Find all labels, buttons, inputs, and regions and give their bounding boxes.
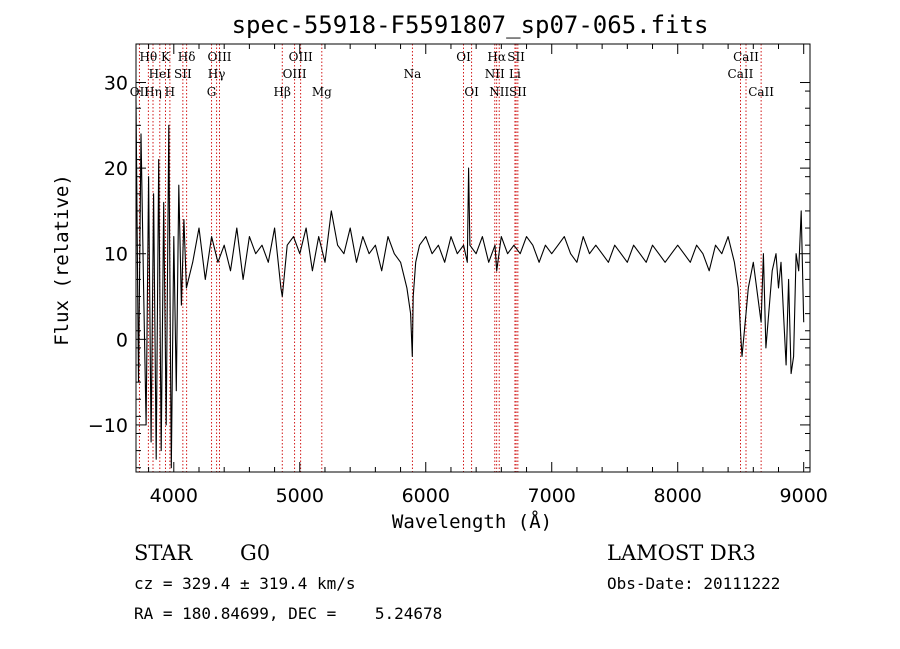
chart-title: spec-55918-F5591807_sp07-065.fits [232, 11, 709, 39]
x-tick-label: 5000 [276, 485, 324, 507]
emission-line-label: CaII [748, 85, 774, 99]
ra-dec: RA = 180.84699, DEC = 5.24678 [134, 604, 442, 623]
emission-line-label: Hγ [208, 67, 226, 81]
emission-line-label: Hα [487, 50, 506, 64]
plot-area: 4000 5000 6000 7000 8000 9000 −10 0 10 20 30 OII Hθ H… [88, 43, 828, 507]
emission-line-label: SII [509, 85, 527, 99]
emission-line-label: H [165, 85, 175, 99]
emission-line-label: CaII [733, 50, 759, 64]
survey-name: LAMOST DR3 [607, 541, 756, 565]
emission-line-label: NII [485, 67, 505, 81]
emission-line-label: NII [489, 85, 509, 99]
obs-date: Obs-Date: 20111222 [607, 574, 780, 593]
x-axis-label: Wavelength (Å) [392, 510, 552, 533]
emission-line-label: OIII [283, 67, 307, 81]
emission-line-label: Hθ [139, 50, 157, 64]
y-axis-label: Flux (relative) [51, 174, 73, 346]
emission-line-label: K [161, 50, 171, 64]
emission-line-label: Li [509, 67, 521, 81]
emission-line-label: Hδ [178, 50, 196, 64]
plot-frame [135, 43, 811, 473]
emission-line-label: SII [507, 50, 525, 64]
object-subclass: G0 [240, 541, 270, 565]
emission-line-label: OI [456, 50, 471, 64]
emission-line-label: OII [130, 85, 150, 99]
x-tick-label: 9000 [780, 485, 828, 507]
emission-line-label: CaII [728, 67, 754, 81]
x-tick-label: 8000 [654, 485, 702, 507]
y-tick-label: 30 [104, 73, 128, 95]
y-tick-label: 20 [104, 158, 128, 180]
emission-line-label: Hη [144, 85, 162, 99]
x-tick-label: 7000 [528, 485, 576, 507]
emission-line-label: HeI [149, 67, 172, 81]
x-tick-label: 4000 [150, 485, 198, 507]
emission-line-label: OIII [289, 50, 313, 64]
y-tick-label: 10 [104, 244, 128, 266]
emission-line-label: G [207, 85, 217, 99]
emission-line-label: OIII [207, 50, 231, 64]
y-tick-label: −10 [88, 415, 128, 437]
emission-line-label: SII [174, 67, 192, 81]
emission-line-label: Na [404, 67, 422, 81]
spectrum-line [135, 99, 805, 469]
redshift-cz: cz = 329.4 ± 319.4 km/s [134, 574, 356, 593]
x-tick-label: 6000 [402, 485, 450, 507]
emission-line-label: Mg [312, 85, 332, 99]
emission-line-label: OI [464, 85, 479, 99]
y-tick-label: 0 [116, 329, 128, 351]
object-class: STAR [134, 541, 193, 565]
emission-line-label: Hβ [274, 85, 291, 99]
